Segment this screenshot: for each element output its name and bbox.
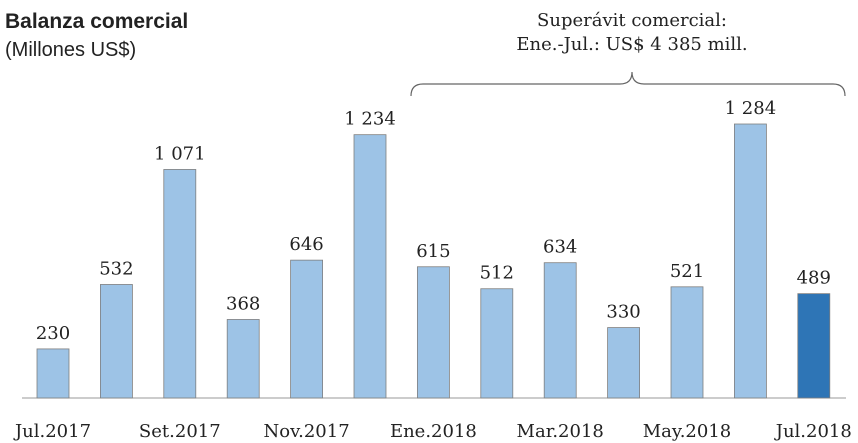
bar [36,348,70,399]
annotation: Superávit comercial: [537,10,727,31]
bar [797,293,831,399]
value-label: 1 234 [344,109,396,130]
value-label: 532 [99,258,133,279]
value-label: 521 [670,261,704,282]
x-tick-label: Jul.2018 [774,421,852,442]
value-label: 1 284 [725,98,777,119]
bar [416,266,450,399]
value-label: 489 [797,268,831,289]
value-label: 512 [480,263,514,284]
x-tick-label: Mar.2018 [517,421,604,442]
x-tick-label: Ene.2018 [390,421,477,442]
x-tick-label: Jul.2017 [13,421,91,442]
value-label: 230 [36,323,70,344]
x-tick-label: Set.2017 [139,421,221,442]
chart-subtitle: (Millones US$) [5,39,136,61]
annotation: Ene.-Jul.: US$ 4 385 mill. [516,34,747,55]
bar [607,327,640,399]
chart-title: Balanza comercial [5,10,188,33]
bar [163,169,197,399]
value-label: 1 071 [154,143,206,164]
bar [734,123,767,399]
value-label: 634 [543,237,577,258]
bar [226,319,260,399]
value-label: 368 [226,293,260,314]
bar [290,259,324,399]
bracket [410,71,846,97]
bar [353,134,387,399]
value-label: 330 [606,302,640,323]
bar [543,262,577,399]
x-tick-label: Nov.2017 [264,421,350,442]
value-label: 646 [289,234,323,255]
bar [100,284,133,399]
value-label: 615 [416,241,450,262]
bar [670,286,704,399]
x-tick-label: May.2018 [643,421,731,442]
bar [480,288,514,399]
